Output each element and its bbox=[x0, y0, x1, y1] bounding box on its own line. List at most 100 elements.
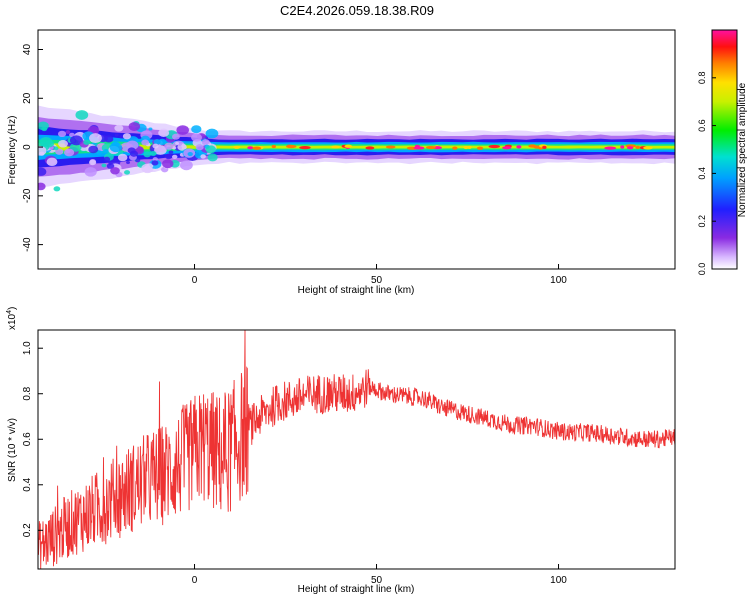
spectrogram-peak bbox=[385, 145, 396, 149]
spectrogram-patch bbox=[57, 130, 67, 138]
snr-series-line bbox=[38, 330, 675, 569]
spectrogram-patch bbox=[84, 167, 97, 177]
colorbar-tick-label: 0.6 bbox=[697, 119, 707, 132]
spectrogram-y-tick-label: -40 bbox=[22, 237, 33, 252]
spectrogram-patch bbox=[103, 156, 111, 162]
spectrogram-panel: 0 50 100 -40 -20 0 20 40 Height of straight lin… bbox=[7, 29, 676, 296]
spectrogram-peak bbox=[502, 146, 512, 150]
spectrogram-patch bbox=[83, 139, 91, 145]
snr-x-tick-label: 100 bbox=[550, 575, 567, 586]
spectrogram-peak bbox=[365, 146, 375, 150]
spectrogram-peak bbox=[413, 146, 425, 150]
figure-title: C2E4.2026.059.18.38.R09 bbox=[280, 3, 434, 18]
colorbar-tick-label: 0.0 bbox=[697, 263, 707, 276]
spectrogram-patch bbox=[191, 133, 203, 142]
spectrogram-patch bbox=[165, 153, 173, 160]
spectrogram-patch bbox=[141, 139, 150, 146]
colorbar-ticks: 0.0 0.2 0.4 0.6 0.8 bbox=[697, 72, 716, 276]
spectrogram-y-tick-label: 0 bbox=[22, 144, 33, 150]
spectrogram-patch bbox=[164, 142, 174, 150]
spectrogram-patch bbox=[106, 163, 115, 169]
snr-x-tick-label: 50 bbox=[371, 575, 383, 586]
spectrogram-patch bbox=[96, 150, 103, 155]
spectrogram-patch bbox=[114, 133, 119, 137]
spectrogram-patch bbox=[41, 126, 48, 132]
spectrogram-peak bbox=[516, 145, 522, 149]
colorbar-tick-label: 0.8 bbox=[697, 72, 707, 85]
spectrogram-patch bbox=[191, 125, 202, 134]
spectrogram-patch bbox=[152, 143, 159, 149]
spectrogram-peak bbox=[620, 145, 625, 149]
spectrogram-patch bbox=[46, 157, 58, 167]
spectrogram-peak bbox=[247, 146, 254, 150]
spectrogram-patch bbox=[38, 182, 46, 191]
spectrogram-patch bbox=[58, 139, 68, 148]
spectrogram-peak bbox=[488, 144, 501, 149]
spectrogram-patch bbox=[200, 154, 206, 159]
colorbar-frame bbox=[711, 29, 738, 270]
spectrogram-patch bbox=[89, 133, 102, 144]
spectrogram-x-tick-label: 0 bbox=[192, 275, 198, 286]
spectrogram-peak bbox=[285, 144, 297, 149]
spectrogram-peak bbox=[344, 144, 353, 148]
spectrogram-patch bbox=[124, 170, 131, 175]
spectrogram-patch bbox=[38, 146, 47, 156]
spectrogram-patch bbox=[119, 135, 124, 139]
spectrogram-patch bbox=[153, 139, 161, 145]
spectrogram-y-tick-label: 20 bbox=[22, 92, 33, 104]
spectrogram-band bbox=[38, 143, 675, 151]
spectrogram-patch bbox=[122, 133, 131, 140]
spectrogram-patch bbox=[207, 153, 218, 162]
spectrogram-patch bbox=[162, 159, 174, 169]
spectrogram-x-tick-label: 50 bbox=[371, 275, 383, 286]
colorbar-tick-label: 0.2 bbox=[697, 215, 707, 228]
snr-frame bbox=[37, 329, 676, 570]
snr-y-tick-label: 0.2 bbox=[22, 523, 33, 537]
spectrogram-patch bbox=[114, 124, 124, 132]
snr-multiplier: x104) bbox=[6, 307, 18, 330]
spectrogram-patch bbox=[128, 122, 141, 131]
spectrogram-patch bbox=[195, 144, 204, 151]
colorbar-label: Normalized spectral amplitude bbox=[737, 82, 748, 217]
spectrogram-patch bbox=[135, 158, 141, 163]
spectrogram-y-label: Frequency (Hz) bbox=[7, 116, 18, 185]
spectrogram-patch bbox=[75, 110, 89, 120]
spectrogram-patch bbox=[168, 150, 174, 154]
spectrogram-patch bbox=[205, 128, 219, 139]
colorbar: 0.0 0.2 0.4 0.6 0.8 Normalized spectral ampl… bbox=[697, 29, 748, 276]
spectrogram-patch bbox=[88, 145, 99, 154]
spectrogram-y-tick-label: 40 bbox=[22, 44, 33, 56]
spectrogram-patch bbox=[129, 150, 138, 157]
spectrogram-x-tick-label: 100 bbox=[550, 275, 567, 286]
spectrogram-patch bbox=[175, 141, 180, 145]
colorbar-gradient bbox=[712, 30, 737, 269]
spectrogram-patch bbox=[69, 135, 83, 146]
spectrogram-peak bbox=[604, 146, 617, 150]
spectrogram-patch bbox=[126, 140, 139, 150]
spectrogram-peak bbox=[452, 146, 458, 150]
spectrogram-patch bbox=[179, 160, 193, 171]
spectrogram-patch bbox=[201, 139, 210, 146]
spectrogram-peak bbox=[331, 145, 340, 149]
spectrogram-patch bbox=[149, 151, 157, 157]
spectrogram-patch bbox=[53, 146, 59, 151]
spectrogram-peak bbox=[476, 146, 484, 150]
spectrogram-patch bbox=[65, 130, 71, 134]
spectrogram-peak bbox=[463, 145, 469, 150]
spectrogram-patch bbox=[151, 160, 159, 166]
spectrogram-patch bbox=[89, 159, 97, 166]
snr-x-tick-label: 0 bbox=[192, 575, 198, 586]
snr-y-tick-label: 0.8 bbox=[22, 386, 33, 400]
spectrogram-patch bbox=[44, 140, 55, 148]
snr-ticks: 0 50 100 0.2 0.4 0.6 0.8 1.0 bbox=[22, 341, 567, 586]
spectrogram-patch bbox=[143, 151, 152, 158]
snr-y-tick-label: 0.6 bbox=[22, 432, 33, 446]
spectrogram-patch bbox=[65, 149, 71, 154]
spectrogram-patch bbox=[101, 163, 107, 168]
spectrogram-patch bbox=[172, 133, 180, 140]
snr-y-tick-label: 0.4 bbox=[22, 477, 33, 491]
spectrogram-peak bbox=[252, 146, 262, 150]
snr-y-label: SNR (10 * v/v) bbox=[7, 418, 18, 482]
snr-panel: 0 50 100 0.2 0.4 0.6 0.8 1.0 Height of straight… bbox=[6, 307, 676, 595]
spectrogram-peak bbox=[271, 144, 276, 149]
